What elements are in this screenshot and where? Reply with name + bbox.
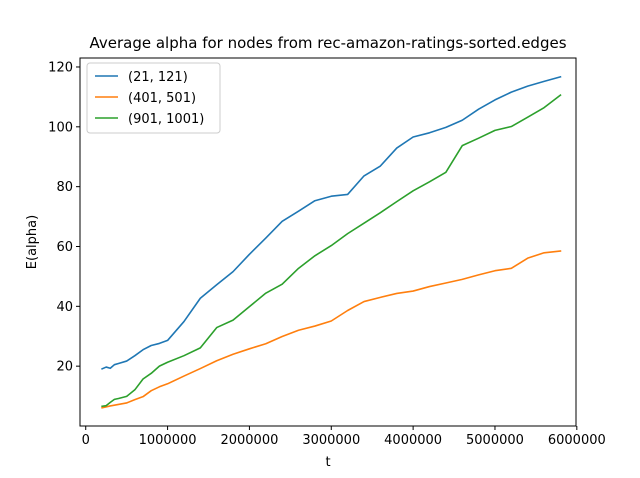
- y-tick-label: 80: [56, 180, 73, 195]
- legend-box: [86, 62, 221, 134]
- legend-label: (901, 1001): [128, 112, 204, 127]
- x-tick-label: 2000000: [220, 433, 278, 448]
- x-tick-label: 4000000: [384, 433, 442, 448]
- axes-frame: [79, 57, 577, 427]
- x-tick-label: 6000000: [548, 433, 606, 448]
- y-tick-label: 120: [48, 60, 73, 75]
- x-tick-label: 3000000: [302, 433, 360, 448]
- x-axis-label: t: [325, 455, 330, 470]
- x-tick-label: 5000000: [466, 433, 524, 448]
- x-tick-label: 1000000: [139, 433, 197, 448]
- series-line-3: [101, 93, 562, 408]
- y-axis-label: E(alpha): [25, 215, 40, 269]
- y-tick-label: 40: [56, 300, 73, 315]
- series-line-1: [101, 75, 562, 370]
- series-line-2: [101, 250, 562, 409]
- x-axis: 0 1000000 2000000 3000000 4000000 5000000 6000…: [82, 426, 606, 448]
- y-tick-label: 60: [56, 240, 73, 255]
- legend-label: (21, 121): [128, 70, 188, 85]
- legend: (21, 121) (401, 501) (901, 1001): [86, 62, 221, 134]
- y-tick-label: 20: [56, 360, 73, 375]
- y-tick-label: 100: [48, 120, 73, 135]
- chart-title: Average alpha for nodes from rec-amazon-…: [89, 34, 566, 52]
- y-axis: 20 40 60 80 100 120: [48, 60, 80, 375]
- legend-label: (401, 501): [128, 91, 196, 106]
- x-tick-label: 0: [82, 433, 90, 448]
- series-layer: [101, 75, 562, 409]
